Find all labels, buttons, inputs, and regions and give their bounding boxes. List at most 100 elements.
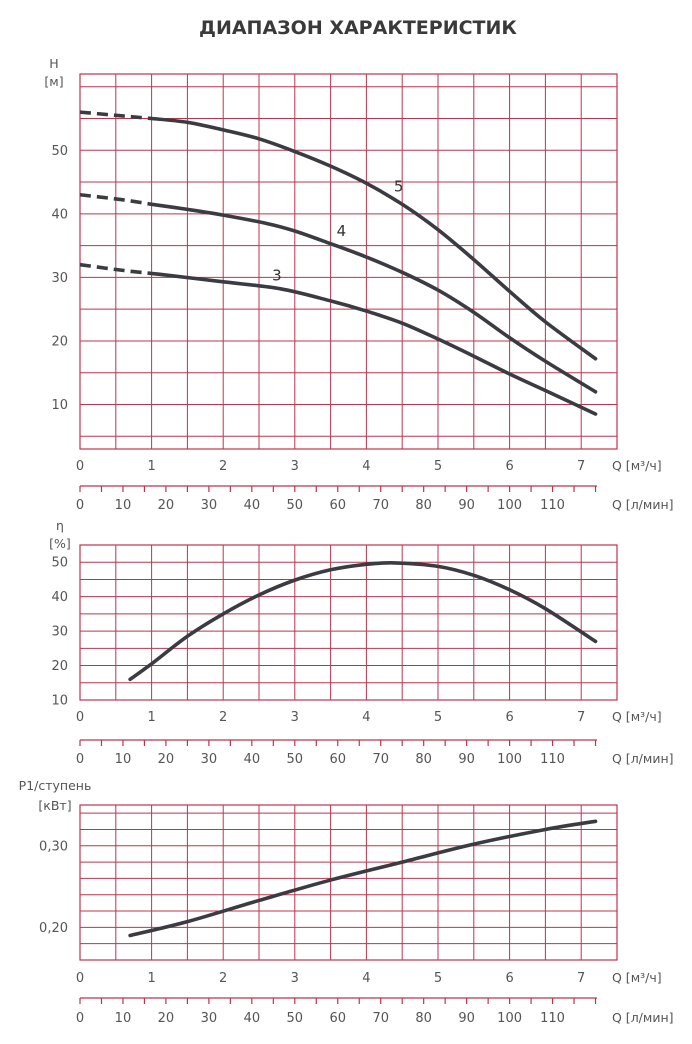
p1-curve-5-dashed bbox=[79, 110, 152, 121]
p3-x2label: Q [л/мин] bbox=[612, 1010, 674, 1025]
p1-xtick-label: 5 bbox=[434, 459, 442, 474]
p2-x2tick-label: 110 bbox=[540, 752, 565, 767]
p1-x2tick-label: 90 bbox=[458, 498, 475, 513]
p3-xlabel: Q [м³/ч] bbox=[612, 970, 662, 985]
p1-plot-frame bbox=[79, 73, 618, 450]
p3-xtick-label: 5 bbox=[434, 971, 442, 986]
p2-ylabel-unit: [%] bbox=[49, 536, 71, 551]
p1-x2tick-label: 0 bbox=[76, 498, 84, 513]
p2-xtick-label: 6 bbox=[505, 710, 513, 725]
p1-curve-3 bbox=[156, 272, 598, 416]
p3-xtick-label: 1 bbox=[147, 971, 155, 986]
p1-xtick-label: 4 bbox=[362, 459, 370, 474]
p1-x2tick-label: 100 bbox=[497, 498, 522, 513]
p1-x2tick-label: 70 bbox=[372, 498, 389, 513]
p3-x2tick-label: 50 bbox=[287, 1011, 304, 1026]
p3-x2tick-label: 70 bbox=[372, 1011, 389, 1026]
p3-x2tick-label: 20 bbox=[158, 1011, 175, 1026]
p2-x2tick-label: 80 bbox=[415, 752, 432, 767]
p2-xtick-label: 4 bbox=[362, 710, 370, 725]
p2-xtick-label: 1 bbox=[147, 710, 155, 725]
p2-ytick-label: 40 bbox=[51, 590, 68, 605]
p1-curve-4-dashed bbox=[79, 192, 152, 207]
p3-xtick-label: 0 bbox=[76, 971, 84, 986]
p2-x2tick-label: 70 bbox=[372, 752, 389, 767]
p1-ylabel: H bbox=[49, 56, 58, 71]
p2-xtick-label: 2 bbox=[219, 710, 227, 725]
p3-ylabel: P1/ступень bbox=[19, 778, 92, 793]
p2-x2tick-label: 100 bbox=[497, 752, 522, 767]
p1-x2tick-label: 30 bbox=[201, 498, 218, 513]
p1-x2tick-label: 50 bbox=[287, 498, 304, 513]
p3-x2tick-label: 0 bbox=[76, 1011, 84, 1026]
p3-x2tick-label: 110 bbox=[540, 1011, 565, 1026]
p1-ytick-label: 30 bbox=[51, 271, 68, 286]
p1-xtick-label: 3 bbox=[291, 459, 299, 474]
p1-xtick-label: 0 bbox=[76, 459, 84, 474]
p1-x2tick-label: 40 bbox=[244, 498, 261, 513]
p3-xtick-label: 7 bbox=[577, 971, 585, 986]
p2-x2tick-label: 60 bbox=[329, 752, 346, 767]
p2-xtick-label: 0 bbox=[76, 710, 84, 725]
p2-plot-frame bbox=[79, 544, 618, 701]
p1-x2tick-label: 10 bbox=[115, 498, 132, 513]
p1-curve-label: 4 bbox=[337, 222, 347, 240]
p3-x2tick-label: 60 bbox=[329, 1011, 346, 1026]
p1-curve-4 bbox=[149, 202, 598, 394]
p1-x2tick-label: 60 bbox=[329, 498, 346, 513]
p1-xlabel: Q [м³/ч] bbox=[612, 458, 662, 473]
p3-x2tick-label: 10 bbox=[115, 1011, 132, 1026]
p3-ytick-label: 0,20 bbox=[39, 921, 68, 936]
p2-ytick-label: 50 bbox=[51, 556, 68, 571]
p2-xtick-label: 3 bbox=[291, 710, 299, 725]
p1-xtick-label: 1 bbox=[147, 459, 155, 474]
p3-x2tick-label: 90 bbox=[458, 1011, 475, 1026]
p1-ytick-label: 40 bbox=[51, 207, 68, 222]
p3-x2tick-label: 30 bbox=[201, 1011, 218, 1026]
p3-xtick-label: 2 bbox=[219, 971, 227, 986]
p2-x2tick-label: 10 bbox=[115, 752, 132, 767]
p2-ytick-label: 30 bbox=[51, 625, 68, 640]
p2-x2tick-label: 50 bbox=[287, 752, 304, 767]
p2-ytick-label: 20 bbox=[51, 659, 68, 674]
p3-plot-frame bbox=[79, 804, 618, 961]
p1-xtick-label: 2 bbox=[219, 459, 227, 474]
p2-ytick-label: 10 bbox=[51, 694, 68, 709]
p1-ytick-label: 20 bbox=[51, 334, 68, 349]
p3-xtick-label: 3 bbox=[291, 971, 299, 986]
p2-x2tick-label: 30 bbox=[201, 752, 218, 767]
p1-x2tick-label: 20 bbox=[158, 498, 175, 513]
p3-ylabel-unit: [кВт] bbox=[38, 798, 71, 813]
p2-x2tick-label: 90 bbox=[458, 752, 475, 767]
p1-x2tick-label: 110 bbox=[540, 498, 565, 513]
p1-xtick-label: 7 bbox=[577, 459, 585, 474]
p3-ytick-label: 0,30 bbox=[39, 839, 68, 854]
p1-curve-5 bbox=[149, 116, 598, 361]
p2-x2tick-label: 0 bbox=[76, 752, 84, 767]
p3-curve-power bbox=[128, 819, 598, 938]
p1-curve-label: 5 bbox=[394, 178, 404, 196]
p2-curve-efficiency bbox=[128, 561, 598, 682]
p2-x2tick-label: 40 bbox=[244, 752, 261, 767]
p2-ylabel: η bbox=[56, 518, 64, 533]
p2-xtick-label: 7 bbox=[577, 710, 585, 725]
p2-x2label: Q [л/мин] bbox=[612, 751, 674, 766]
p1-curve-label: 3 bbox=[272, 267, 282, 285]
p1-ytick-label: 10 bbox=[51, 398, 68, 413]
p1-x2label: Q [л/мин] bbox=[612, 497, 674, 512]
p1-xtick-label: 6 bbox=[505, 459, 513, 474]
p3-x2tick-label: 100 bbox=[497, 1011, 522, 1026]
p3-x2tick-label: 80 bbox=[415, 1011, 432, 1026]
chart-title: ДИАПАЗОН ХАРАКТЕРИСТИК bbox=[199, 17, 517, 39]
p2-xlabel: Q [м³/ч] bbox=[612, 709, 662, 724]
p3-xtick-label: 6 bbox=[505, 971, 513, 986]
p3-xtick-label: 4 bbox=[362, 971, 370, 986]
p1-ylabel-unit: [м] bbox=[44, 74, 63, 89]
p1-ytick-label: 50 bbox=[51, 144, 68, 159]
p1-x2tick-label: 80 bbox=[415, 498, 432, 513]
p2-xtick-label: 5 bbox=[434, 710, 442, 725]
p3-x2tick-label: 40 bbox=[244, 1011, 261, 1026]
p2-x2tick-label: 20 bbox=[158, 752, 175, 767]
p1-curve-3-dashed bbox=[79, 262, 159, 277]
